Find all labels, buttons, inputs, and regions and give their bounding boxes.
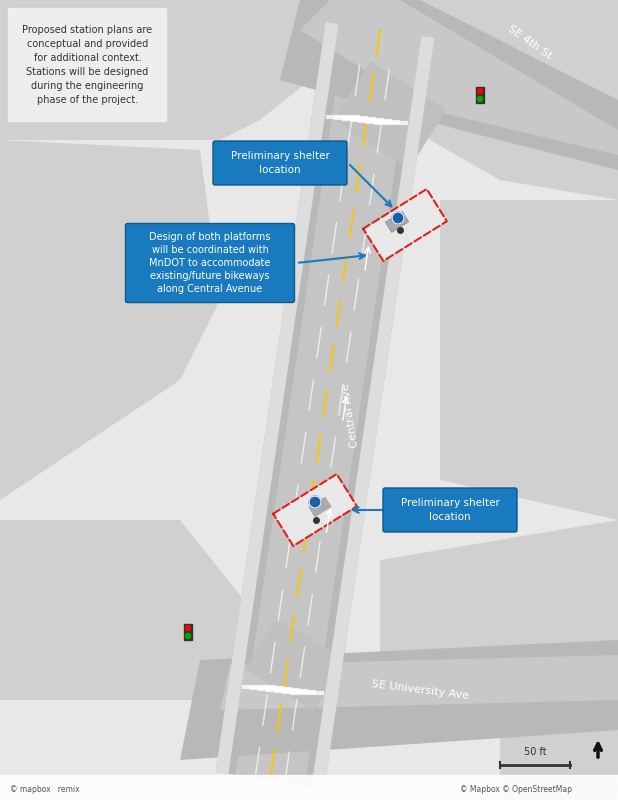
Circle shape — [392, 212, 404, 224]
Circle shape — [185, 626, 190, 630]
Polygon shape — [380, 520, 618, 700]
Bar — [476, 87, 484, 103]
FancyBboxPatch shape — [213, 141, 347, 185]
Polygon shape — [180, 640, 618, 760]
Polygon shape — [300, 0, 618, 155]
Polygon shape — [500, 700, 618, 800]
Text: © mapbox   remix: © mapbox remix — [10, 785, 80, 794]
Polygon shape — [308, 497, 332, 518]
Polygon shape — [386, 212, 408, 232]
Text: Central Ave: Central Ave — [341, 382, 360, 448]
Text: Preliminary shelter
location: Preliminary shelter location — [231, 151, 329, 174]
Polygon shape — [280, 0, 618, 170]
Circle shape — [478, 89, 483, 94]
Circle shape — [478, 97, 483, 102]
Polygon shape — [0, 140, 220, 500]
FancyBboxPatch shape — [7, 7, 168, 123]
Circle shape — [309, 496, 321, 508]
Polygon shape — [333, 62, 447, 169]
Polygon shape — [216, 22, 339, 774]
Polygon shape — [235, 25, 415, 785]
Polygon shape — [0, 0, 310, 140]
Polygon shape — [0, 520, 260, 700]
Bar — [184, 624, 192, 640]
Polygon shape — [311, 36, 434, 788]
Text: Preliminary shelter
location: Preliminary shelter location — [400, 498, 499, 522]
Polygon shape — [390, 0, 618, 200]
Polygon shape — [220, 655, 618, 710]
Text: 50 ft: 50 ft — [523, 747, 546, 757]
Text: Design of both platforms
will be coordinated with
MnDOT to accommodate
existing/: Design of both platforms will be coordin… — [150, 232, 271, 294]
FancyBboxPatch shape — [125, 223, 295, 302]
Circle shape — [185, 634, 190, 638]
Text: Proposed station plans are
conceptual and provided
for additional context.
Stati: Proposed station plans are conceptual an… — [22, 25, 153, 105]
Polygon shape — [440, 200, 618, 520]
Text: © Mapbox © OpenStreetMap: © Mapbox © OpenStreetMap — [460, 785, 572, 794]
Bar — [0, 775, 618, 800]
Polygon shape — [216, 22, 434, 788]
Polygon shape — [363, 189, 447, 261]
Text: SE 4th St: SE 4th St — [506, 23, 554, 61]
Text: SE University Ave: SE University Ave — [371, 679, 469, 701]
Polygon shape — [273, 474, 357, 546]
FancyBboxPatch shape — [383, 488, 517, 532]
Polygon shape — [245, 618, 345, 712]
